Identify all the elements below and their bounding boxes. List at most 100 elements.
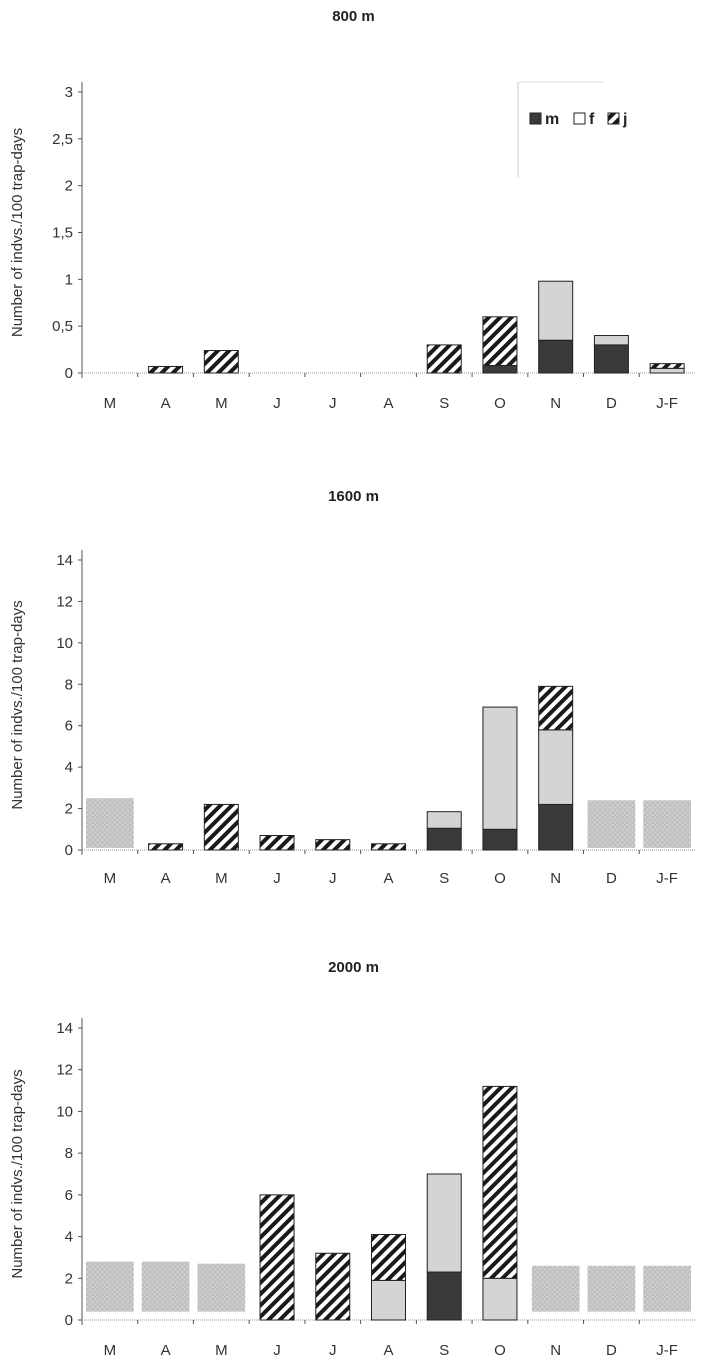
x-tick-label: S [439,1342,449,1359]
bar-segment-f [649,367,685,374]
x-tick-label: O [494,1342,506,1359]
y-tick-label: 4 [65,1229,73,1246]
x-tick-label: J [329,1342,337,1359]
bar-segment-f [426,1173,462,1273]
bar-segment-j [482,1085,518,1279]
not-sampled-block [587,1265,636,1312]
not-sampled-block [531,1265,580,1312]
y-tick-label: 12 [56,1062,73,1079]
y-tick-label: 1 [65,271,73,288]
legend-label-j: j [622,111,627,128]
x-tick-label: O [494,870,506,887]
not-sampled-block [643,800,691,848]
chart-1600m: Number of indvs./100 trap-days 0 2 4 6 8 10 12 1… [9,550,695,887]
x-tick-label: N [550,870,561,887]
x-tick-label: J [273,1342,281,1359]
x-tick-label: A [383,395,393,412]
chart-2000m: Number of indvs./100 trap-days 0 2 4 6 8 10 12 1… [9,1018,695,1359]
y-tick-label: 8 [65,1145,73,1162]
y-tick-label: 12 [56,593,73,610]
bar-segment-j [148,843,184,851]
legend-swatch-m [529,112,542,125]
y-tick-label: 10 [56,635,73,652]
legend-label-m: m [545,111,559,128]
y-tick-label: 6 [65,718,73,735]
x-tick-label: M [215,870,228,887]
chart-panel-1600m: 1600 m Number of indvs./100 trap-days 0 2 4… [0,480,707,940]
legend-swatch-f [573,112,586,125]
bar-segment-m [482,365,518,374]
not-sampled-block [197,1263,246,1312]
x-tick-label: J-F [656,395,678,412]
y-tick-label: 0 [65,365,73,382]
legend-label-f: f [589,111,595,128]
x-tick-label: J [273,395,281,412]
chart-title: 2000 m [328,959,379,976]
bar-segment-m [593,344,629,374]
x-tick-label: J-F [656,1342,678,1359]
x-tick-label: S [439,870,449,887]
x-tick-label: N [550,395,561,412]
chart-panel-800m: 800 m Number of indvs./100 trap-days 0 0,5… [0,0,707,460]
not-sampled-block [141,1261,190,1312]
y-tick-label: 0 [65,1312,73,1329]
bar-segment-m [426,827,462,851]
y-tick-label: 14 [56,552,73,569]
y-tick-label: 6 [65,1187,73,1204]
y-tick-label: 8 [65,676,73,693]
x-tick-label: M [215,1342,228,1359]
x-tick-label: M [104,870,117,887]
y-tick-label: 2 [65,1270,73,1287]
y-axis-title: Number of indvs./100 trap-days [9,1069,26,1278]
bar-segment-j [203,803,239,851]
legend-swatch-j [607,112,620,125]
x-tick-label: D [606,1342,617,1359]
y-tick-label: 2,5 [52,131,73,148]
y-axis-title: Number of indvs./100 trap-days [9,600,26,809]
bar-segment-j [259,1194,295,1321]
bar-segment-m [426,1271,462,1321]
x-tick-label: D [606,870,617,887]
bar-segment-j [203,350,239,374]
chart-title: 1600 m [328,488,379,505]
not-sampled-block [587,800,636,848]
bar-segment-f [538,280,574,341]
bar-segment-j [649,363,685,369]
bar-segment-f [593,335,629,346]
x-tick-label: J [273,870,281,887]
bar-segment-j [538,685,574,731]
x-tick-label: S [439,395,449,412]
bar-segment-j [315,1252,351,1321]
y-tick-label: 1,5 [52,225,73,242]
bar-segment-j [148,365,184,374]
x-tick-label: A [383,1342,393,1359]
y-tick-label: 2 [65,178,73,195]
bar-segment-j [259,835,295,851]
x-tick-label: M [104,395,117,412]
x-tick-label: M [104,1342,117,1359]
x-tick-label: A [161,1342,171,1359]
bar-segment-f [538,729,574,805]
chart-panel-2000m: 2000 m Number of indvs./100 trap-days 0 2 4… [0,952,707,1372]
y-tick-label: 4 [65,759,73,776]
x-tick-label: J [329,870,337,887]
not-sampled-block [86,798,134,848]
x-tick-label: N [550,1342,561,1359]
chart-title: 800 m [332,8,375,25]
y-tick-label: 3 [65,84,73,101]
x-tick-label: D [606,395,617,412]
x-tick-label: M [215,395,228,412]
bar-segment-m [538,339,574,374]
chart-800m: Number of indvs./100 trap-days 0 0,5 1 1,5 2 2… [9,81,695,412]
bar-segment-m [482,828,518,851]
bar-segment-j [426,344,462,374]
bar-segment-f [482,1277,518,1321]
bar-segment-f [426,811,462,829]
not-sampled-block [643,1265,691,1312]
bar-segment-j [371,843,406,851]
y-tick-label: 14 [56,1020,73,1037]
bar-segment-f [482,706,518,830]
x-tick-label: A [161,395,171,412]
bar-segment-j [371,1233,406,1281]
x-tick-label: J [329,395,337,412]
